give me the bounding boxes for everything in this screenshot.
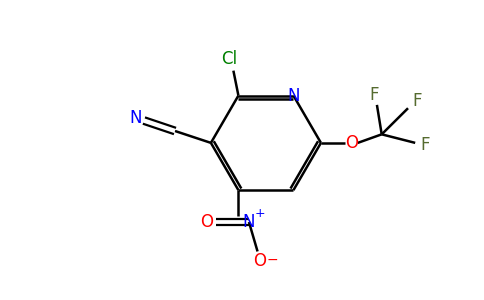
- Text: O: O: [346, 134, 359, 152]
- Text: O: O: [254, 252, 266, 270]
- Text: Cl: Cl: [222, 50, 238, 68]
- Text: O: O: [200, 213, 213, 231]
- Text: F: F: [412, 92, 422, 110]
- Text: N: N: [287, 87, 300, 105]
- Text: F: F: [420, 136, 429, 154]
- Text: N: N: [129, 109, 141, 127]
- Text: +: +: [255, 207, 265, 220]
- Text: F: F: [370, 86, 379, 104]
- Text: N: N: [242, 213, 255, 231]
- Text: −: −: [267, 253, 278, 267]
